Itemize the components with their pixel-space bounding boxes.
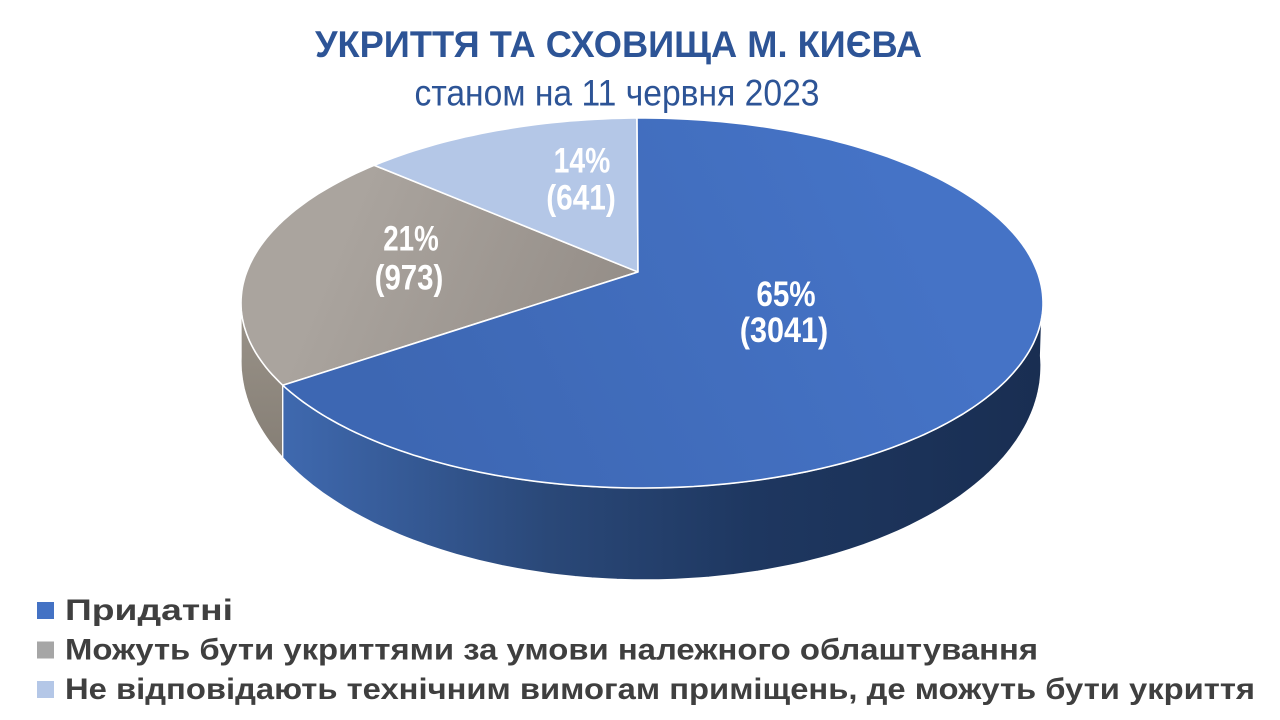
svg-text:Не відповідають технічним вимо: Не відповідають технічним вимогам приміщ… bbox=[65, 673, 1255, 706]
svg-text:(973): (973) bbox=[375, 259, 444, 298]
svg-text:УКРИТТЯ ТА СХОВИЩА М. КИЄВА: УКРИТТЯ ТА СХОВИЩА М. КИЄВА bbox=[315, 24, 922, 65]
svg-text:(3041): (3041) bbox=[740, 311, 829, 350]
svg-text:Можуть бути укриттями за умови: Можуть бути укриттями за умови належного… bbox=[65, 634, 1038, 667]
svg-text:(641): (641) bbox=[546, 179, 616, 218]
svg-text:65%: 65% bbox=[756, 275, 815, 314]
svg-text:21%: 21% bbox=[383, 220, 439, 259]
svg-text:станом на 11 червня 2023: станом на 11 червня 2023 bbox=[415, 73, 820, 114]
svg-text:Придатні: Придатні bbox=[65, 594, 233, 627]
svg-text:14%: 14% bbox=[554, 141, 611, 180]
